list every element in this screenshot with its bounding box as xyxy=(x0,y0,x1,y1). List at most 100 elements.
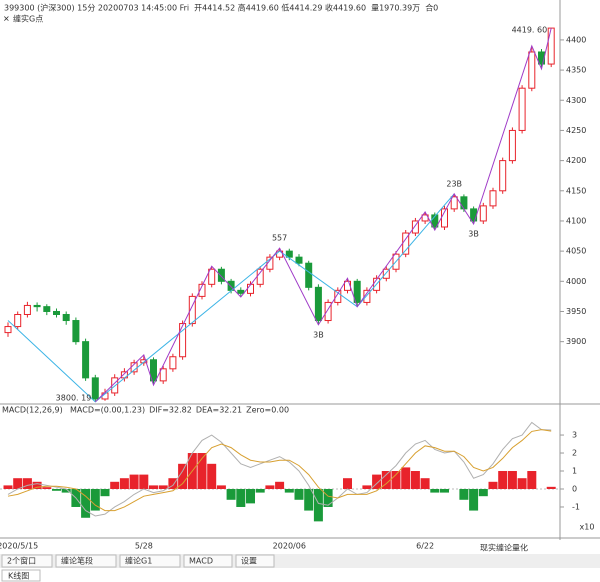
macd-bar xyxy=(236,488,246,507)
macd-bar xyxy=(119,478,129,489)
macd-bar xyxy=(3,485,13,489)
candle-body xyxy=(179,323,187,358)
bottom-tab-label[interactable]: K线图 xyxy=(8,571,29,581)
tab-label[interactable]: MACD xyxy=(189,557,213,566)
tab[interactable] xyxy=(1,554,53,568)
candle-body xyxy=(508,129,516,162)
header-text: 合0 xyxy=(425,3,438,13)
y-tick-label: 1 xyxy=(572,467,577,476)
candle-body xyxy=(547,27,555,65)
tab-label[interactable]: 2个窗口 xyxy=(7,556,36,566)
macd-bar xyxy=(420,478,430,489)
candle-body xyxy=(305,262,313,288)
y-tick-label: 3900 xyxy=(566,337,586,346)
tab[interactable] xyxy=(119,554,181,568)
macd-bar xyxy=(343,478,352,489)
y-tick-label: 4350 xyxy=(566,66,586,75)
macd-bar xyxy=(178,463,188,489)
macd-bar xyxy=(275,481,285,489)
candle-body xyxy=(450,196,458,210)
macd-bar xyxy=(139,474,149,489)
y-tick-label: 4250 xyxy=(566,126,586,135)
annotation: 4419. 60 xyxy=(512,26,548,35)
macd-bar xyxy=(81,488,91,518)
candle-body xyxy=(14,313,22,328)
macd-bar xyxy=(216,485,226,489)
candle-body xyxy=(382,268,390,279)
annotation: 3B xyxy=(313,330,324,339)
macd-bar xyxy=(478,488,488,497)
y-tick-label: 3950 xyxy=(566,307,586,316)
annotation: 3800. 19 xyxy=(56,393,92,402)
tab[interactable] xyxy=(235,554,275,568)
macd-bar xyxy=(527,471,537,489)
candle-body xyxy=(460,196,468,210)
macd-bar xyxy=(110,481,120,489)
candle-body xyxy=(91,377,99,400)
candle-body xyxy=(62,313,70,322)
macd-bar xyxy=(546,486,556,489)
macd-bar xyxy=(459,488,469,500)
candle-body xyxy=(499,160,507,192)
candle-body xyxy=(324,301,332,322)
candle-body xyxy=(431,214,439,228)
macd-bar xyxy=(197,453,207,489)
macd-bar xyxy=(498,471,508,489)
macd-bar xyxy=(488,481,498,489)
x-tick-label: 6/22 xyxy=(416,542,434,551)
tab[interactable] xyxy=(55,554,117,568)
tab-label[interactable]: 缠论G1 xyxy=(125,556,152,566)
macd-bar xyxy=(207,463,217,489)
candle-body xyxy=(285,250,293,258)
macd-line xyxy=(7,421,552,517)
macd-bar xyxy=(168,478,178,489)
macd-bar xyxy=(313,488,323,522)
bottom-tab[interactable] xyxy=(1,569,41,582)
macd-bar xyxy=(52,488,61,491)
tab-label[interactable]: 缠论笔段 xyxy=(61,556,93,566)
y-tick-label: 4050 xyxy=(566,247,586,256)
macd-bar xyxy=(381,471,391,489)
y-tick-label: 4400 xyxy=(566,35,586,44)
candle-body xyxy=(479,205,487,222)
y-tick-label: 2 xyxy=(572,449,577,458)
candle-body xyxy=(411,220,419,234)
macd-bar xyxy=(42,487,52,489)
macd-bar xyxy=(255,488,265,493)
tab[interactable] xyxy=(183,554,233,568)
macd-legend: DIF=32.82 xyxy=(149,406,192,415)
candle-body xyxy=(43,306,51,312)
macd-bar xyxy=(410,471,420,489)
y-tick-label: 3 xyxy=(572,431,577,440)
candle-body xyxy=(334,289,342,303)
macd-bar xyxy=(158,485,168,489)
macd-bar xyxy=(440,488,449,493)
y-tick-label: 4300 xyxy=(566,96,586,105)
candle-body xyxy=(518,87,526,131)
annotation: 23B xyxy=(446,179,462,188)
header-text: 开4414.52 高4419.60 低4414.29 收4419.60 xyxy=(194,3,366,13)
macd-bar xyxy=(391,471,401,489)
macd-bar xyxy=(401,467,411,489)
unit-label: x10 xyxy=(580,523,595,532)
candle-body xyxy=(33,304,41,308)
candle-body xyxy=(237,289,245,294)
candle-body xyxy=(528,51,536,89)
macd-bar xyxy=(149,485,158,489)
annotation: 3B xyxy=(468,229,479,238)
macd-bar xyxy=(469,488,479,511)
y-tick-label: 4100 xyxy=(566,216,586,225)
macd-legend: MACD=(0.00,1.23) xyxy=(70,406,145,415)
tab-label[interactable]: 设置 xyxy=(241,556,257,566)
macd-bar xyxy=(430,488,440,493)
macd-bar xyxy=(323,488,333,507)
macd-bar xyxy=(22,478,32,489)
macd-bar xyxy=(226,488,236,500)
candle-body xyxy=(159,368,167,382)
y-tick-label: 4200 xyxy=(566,156,586,165)
candle-body xyxy=(314,286,322,322)
macd-bar xyxy=(13,478,23,489)
indicator-title: 缠实G点 xyxy=(13,14,43,24)
y-tick-label: 0 xyxy=(572,484,577,493)
candle-body xyxy=(363,289,371,303)
